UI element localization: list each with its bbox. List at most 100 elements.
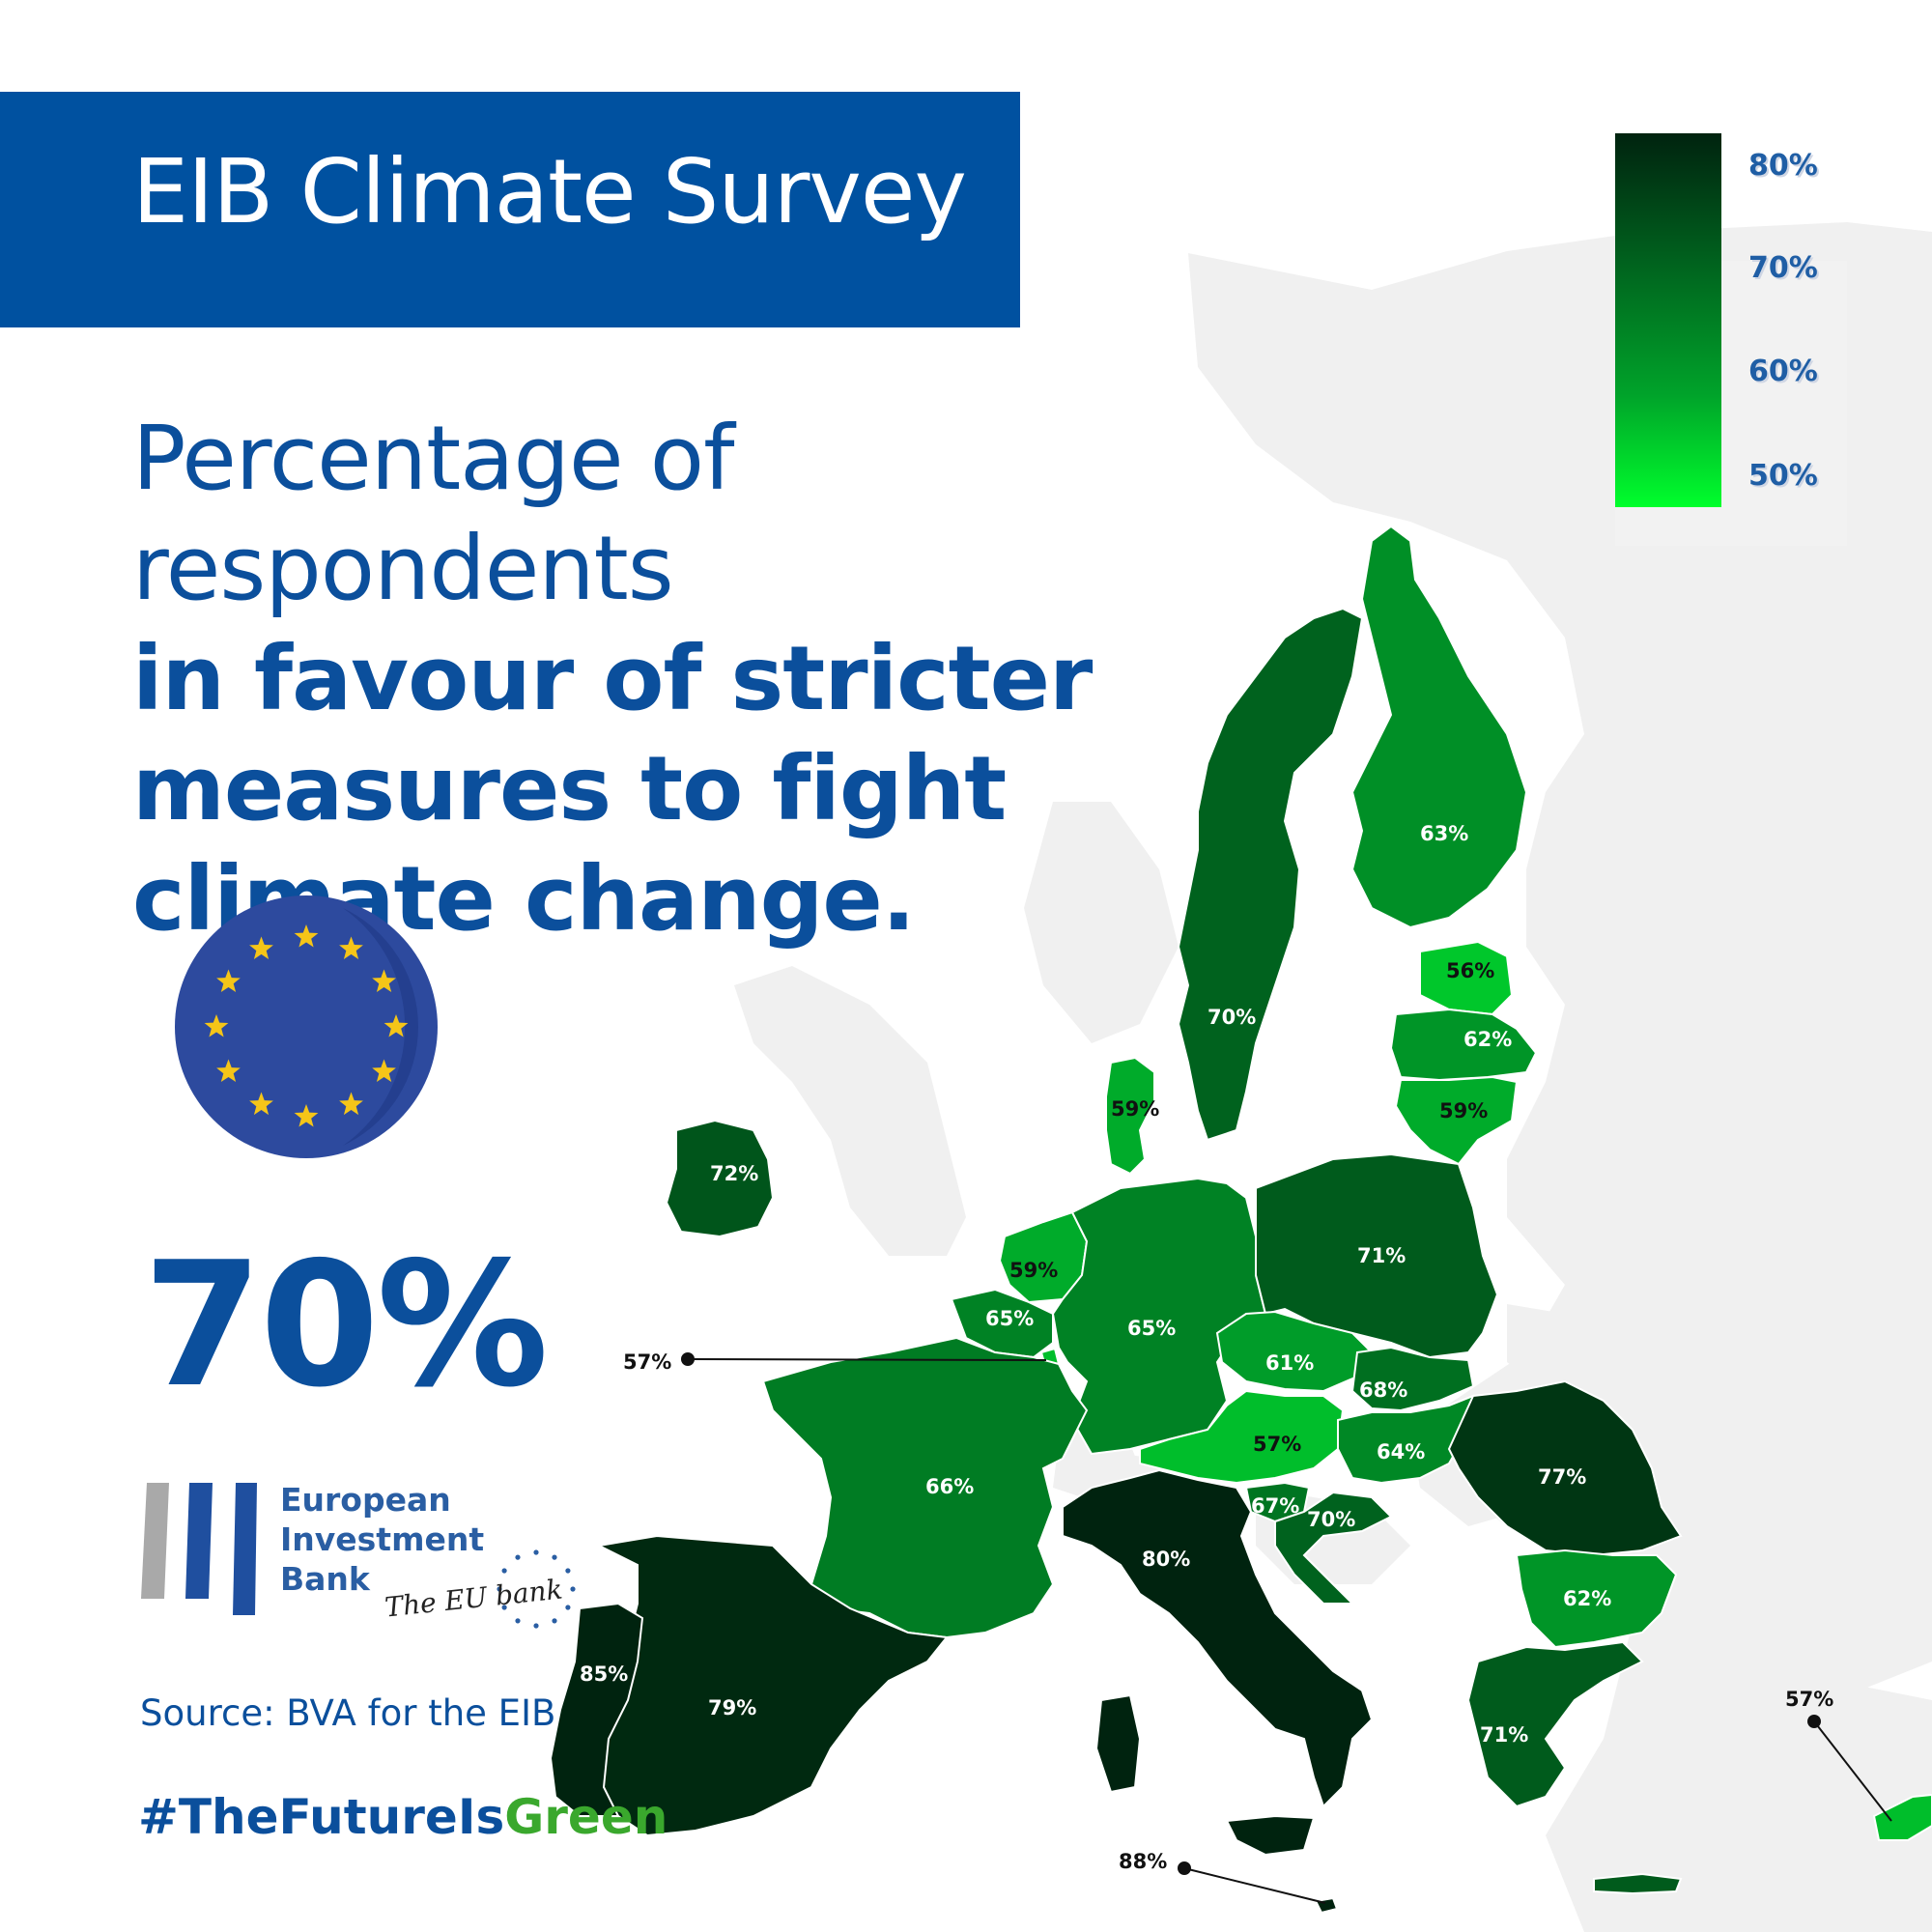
legend-gradient: [1615, 133, 1721, 507]
eu-stars: [204, 924, 409, 1127]
source-note: Source: BVA for the EIB: [140, 1692, 556, 1734]
eu-star-icon: [204, 1014, 229, 1037]
label-france: 66%: [925, 1475, 974, 1498]
country-slovakia: [1350, 1346, 1475, 1412]
legend-tick-80: 80%: [1748, 149, 1818, 183]
eu-star-icon: [249, 936, 273, 959]
eib-star-dot: [570, 1586, 576, 1592]
country-sweden: [1177, 607, 1364, 1142]
eib-star-dot: [515, 1618, 521, 1624]
background-land: [734, 222, 1932, 1932]
label-slovenia: 67%: [1251, 1494, 1299, 1518]
eib-logo-line-1: European: [280, 1481, 451, 1519]
label-cyprus: 57%: [1785, 1688, 1833, 1711]
callout-dot-malta: [1178, 1861, 1191, 1875]
label-romania: 77%: [1538, 1465, 1586, 1489]
eu-star-icon: [339, 1092, 363, 1116]
eib-star-dot: [552, 1554, 557, 1560]
eu-star-icon: [339, 936, 363, 959]
eib-logo-icon: [141, 1483, 257, 1615]
label-slovakia: 68%: [1359, 1378, 1407, 1402]
eib-star-dot: [565, 1568, 571, 1574]
headline-line-1: Percentage of respondents: [132, 407, 734, 620]
eib-logo-line-3: Bank: [280, 1560, 370, 1598]
label-belgium: 65%: [985, 1307, 1034, 1330]
eu-star-icon: [372, 1059, 396, 1082]
eu-average-value: 70%: [143, 1225, 549, 1425]
headline-line-2: in favour of stricter: [132, 627, 1093, 730]
callouts: [681, 1352, 1892, 1904]
eu-star-icon: [372, 969, 396, 992]
eu-star-icon: [249, 1092, 273, 1116]
hashtag: #TheFutureIsGreen: [138, 1789, 668, 1845]
hashtag-part-2: Green: [504, 1789, 668, 1845]
label-lithuania: 59%: [1439, 1099, 1488, 1122]
label-sweden: 70%: [1208, 1006, 1256, 1029]
eib-star-dot: [552, 1618, 557, 1624]
country-malta: [1314, 1896, 1339, 1915]
eib-star-dot: [565, 1605, 571, 1610]
country-italy-sicily: [1225, 1814, 1316, 1857]
eu-star-icon: [216, 969, 241, 992]
label-malta: 88%: [1119, 1850, 1167, 1873]
eu-flag-shade: [343, 908, 418, 1146]
label-bulgaria: 62%: [1563, 1587, 1611, 1610]
label-latvia: 62%: [1463, 1028, 1512, 1051]
eib-star-dot: [497, 1586, 502, 1592]
eib-star-dot: [501, 1568, 507, 1574]
country-estonia: [1419, 940, 1514, 1016]
eib-star-dot: [515, 1554, 521, 1560]
hashtag-part-1: #TheFutureIs: [138, 1789, 505, 1845]
label-austria: 57%: [1253, 1433, 1301, 1456]
legend-tick-60: 60%: [1748, 355, 1818, 388]
country-italy-sardinia: [1094, 1693, 1142, 1794]
callout-dot-cyprus: [1807, 1715, 1821, 1728]
label-germany: 65%: [1127, 1317, 1176, 1340]
label-czechia: 61%: [1265, 1351, 1314, 1375]
country-poland: [1255, 1152, 1499, 1359]
eu-star-icon: [294, 1104, 319, 1127]
label-croatia: 70%: [1307, 1508, 1355, 1531]
eib-logo-bar-3: [233, 1483, 257, 1615]
legend-tick-50: 50%: [1748, 459, 1818, 493]
label-netherlands: 59%: [1009, 1259, 1058, 1282]
country-bulgaria: [1515, 1548, 1678, 1649]
page-title: EIB Climate Survey: [132, 140, 967, 243]
label-estonia: 56%: [1446, 959, 1494, 982]
country-lithuania: [1394, 1075, 1519, 1166]
callout-line-malta: [1183, 1867, 1326, 1904]
eib-star-dot: [533, 1623, 539, 1629]
title-banner: EIB Climate Survey: [0, 92, 1020, 327]
country-france: [761, 1336, 1089, 1639]
label-italy: 80%: [1142, 1548, 1190, 1571]
legend-tick-70: 70%: [1748, 251, 1818, 285]
eu-countries: [549, 525, 1932, 1915]
callout-dot-luxembourg: [681, 1352, 695, 1366]
label-spain: 79%: [708, 1696, 756, 1719]
eib-logo-line-2: Investment: [280, 1520, 485, 1558]
eu-flag-circle: [175, 895, 438, 1158]
country-croatia: [1274, 1491, 1393, 1605]
country-ireland: [665, 1119, 775, 1238]
headline: Percentage of respondents in favour of s…: [132, 404, 1292, 954]
eib-logo-bar-2: [185, 1483, 213, 1599]
label-hungary: 64%: [1377, 1440, 1425, 1463]
country-portugal: [549, 1602, 644, 1817]
eib-star-ring-icon: [497, 1549, 576, 1629]
country-cyprus: [1872, 1793, 1932, 1841]
country-italy: [1062, 1468, 1374, 1808]
country-latvia: [1389, 1008, 1538, 1082]
eu-star-icon: [384, 1014, 409, 1037]
label-ireland: 72%: [710, 1162, 758, 1185]
headline-line-3: measures to fight: [132, 737, 1007, 840]
label-denmark: 59%: [1111, 1097, 1159, 1121]
label-luxembourg: 57%: [623, 1350, 671, 1374]
country-belgium: [950, 1288, 1054, 1359]
eib-star-dot: [533, 1549, 539, 1555]
label-finland: 63%: [1420, 822, 1468, 845]
country-labels: 70% 63% 56% 62% 59% 59% 72% 59% 65% 57% …: [580, 822, 1833, 1873]
label-poland: 71%: [1357, 1244, 1406, 1267]
label-portugal: 85%: [580, 1662, 628, 1686]
eib-logo-text: European Investment Bank: [280, 1480, 484, 1599]
